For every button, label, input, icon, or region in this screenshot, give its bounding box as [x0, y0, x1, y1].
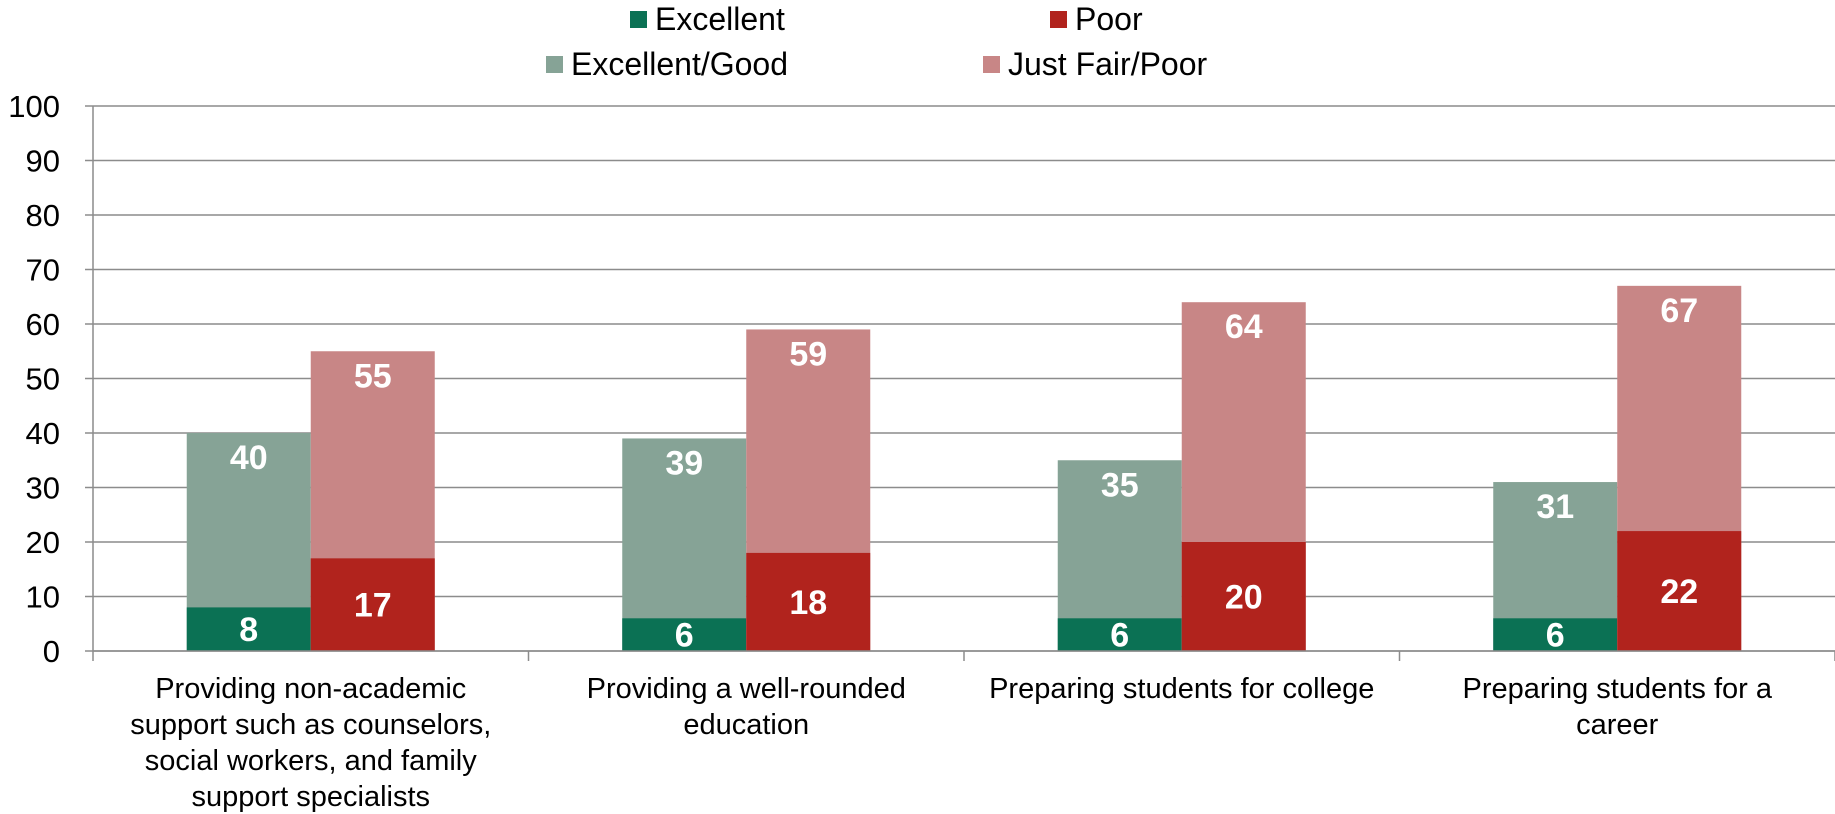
bar-excellent	[186, 607, 311, 651]
legend: Excellent Poor Excellent/Good Just Fair/Poo…	[546, 1, 1208, 82]
x-tick-label: Providing non-academic	[155, 673, 466, 705]
y-tick-label: 80	[26, 198, 60, 233]
data-label: 64	[1225, 308, 1263, 346]
x-axis: Providing non-academic support such as co…	[92, 650, 1835, 813]
y-tick-label: 30	[26, 471, 60, 506]
y-tick-label: 60	[26, 307, 60, 342]
x-tick-label: Preparing students for a	[1462, 673, 1772, 705]
data-label: 39	[665, 444, 703, 482]
data-label: 6	[1110, 617, 1129, 655]
x-tick-label: education	[683, 709, 809, 741]
y-tick-label: 40	[26, 416, 60, 451]
data-label: 18	[789, 584, 827, 622]
y-tick-label: 0	[43, 634, 60, 669]
y-tick-label: 50	[26, 362, 60, 397]
x-tick-label: social workers, and family	[145, 745, 477, 777]
legend-swatch	[983, 56, 1000, 73]
data-label: 8	[239, 611, 258, 649]
legend-label: Excellent	[655, 1, 785, 37]
legend-swatch	[1050, 11, 1067, 28]
bar-poor	[310, 558, 435, 651]
x-tick-label: support specialists	[191, 781, 430, 813]
y-tick-label: 10	[26, 580, 60, 615]
bar-poor	[1617, 531, 1742, 651]
bar-poor	[746, 552, 871, 651]
x-tick-label: career	[1576, 709, 1659, 741]
y-axis: 0 10 20 30 40 50 60 70 80 90 100	[8, 89, 94, 669]
data-label: 6	[1546, 617, 1565, 655]
x-tick-label: Providing a well-rounded	[587, 673, 906, 705]
x-tick-label: support such as counselors,	[130, 709, 491, 741]
data-label: 59	[789, 335, 827, 373]
data-label: 22	[1660, 573, 1698, 611]
data-label: 67	[1660, 292, 1698, 330]
bar-excellent	[1493, 618, 1618, 651]
legend-label: Just Fair/Poor	[1008, 46, 1208, 82]
legend-label: Excellent/Good	[571, 46, 788, 82]
data-label: 6	[675, 617, 694, 655]
y-tick-label: 70	[26, 253, 60, 288]
legend-swatch	[546, 56, 563, 73]
data-label: 55	[354, 357, 392, 395]
bars: 40 8 55 17 39 6 59 18 35 6 64 20 31 6 67 22	[186, 285, 1742, 655]
bar-excellent	[1057, 618, 1182, 651]
y-tick-label: 100	[8, 89, 60, 124]
bar-poor	[1181, 542, 1306, 651]
data-label: 17	[354, 587, 392, 625]
legend-swatch	[630, 11, 647, 28]
x-tick-label: Preparing students for college	[989, 673, 1374, 705]
legend-label: Poor	[1075, 1, 1143, 37]
data-label: 35	[1101, 466, 1139, 504]
data-label: 31	[1536, 488, 1574, 526]
bar-excellent-good	[622, 438, 747, 651]
bar-excellent	[622, 618, 747, 651]
data-label: 40	[230, 439, 268, 477]
y-tick-label: 90	[26, 144, 60, 179]
data-label: 20	[1225, 579, 1263, 617]
y-tick-label: 20	[26, 525, 60, 560]
